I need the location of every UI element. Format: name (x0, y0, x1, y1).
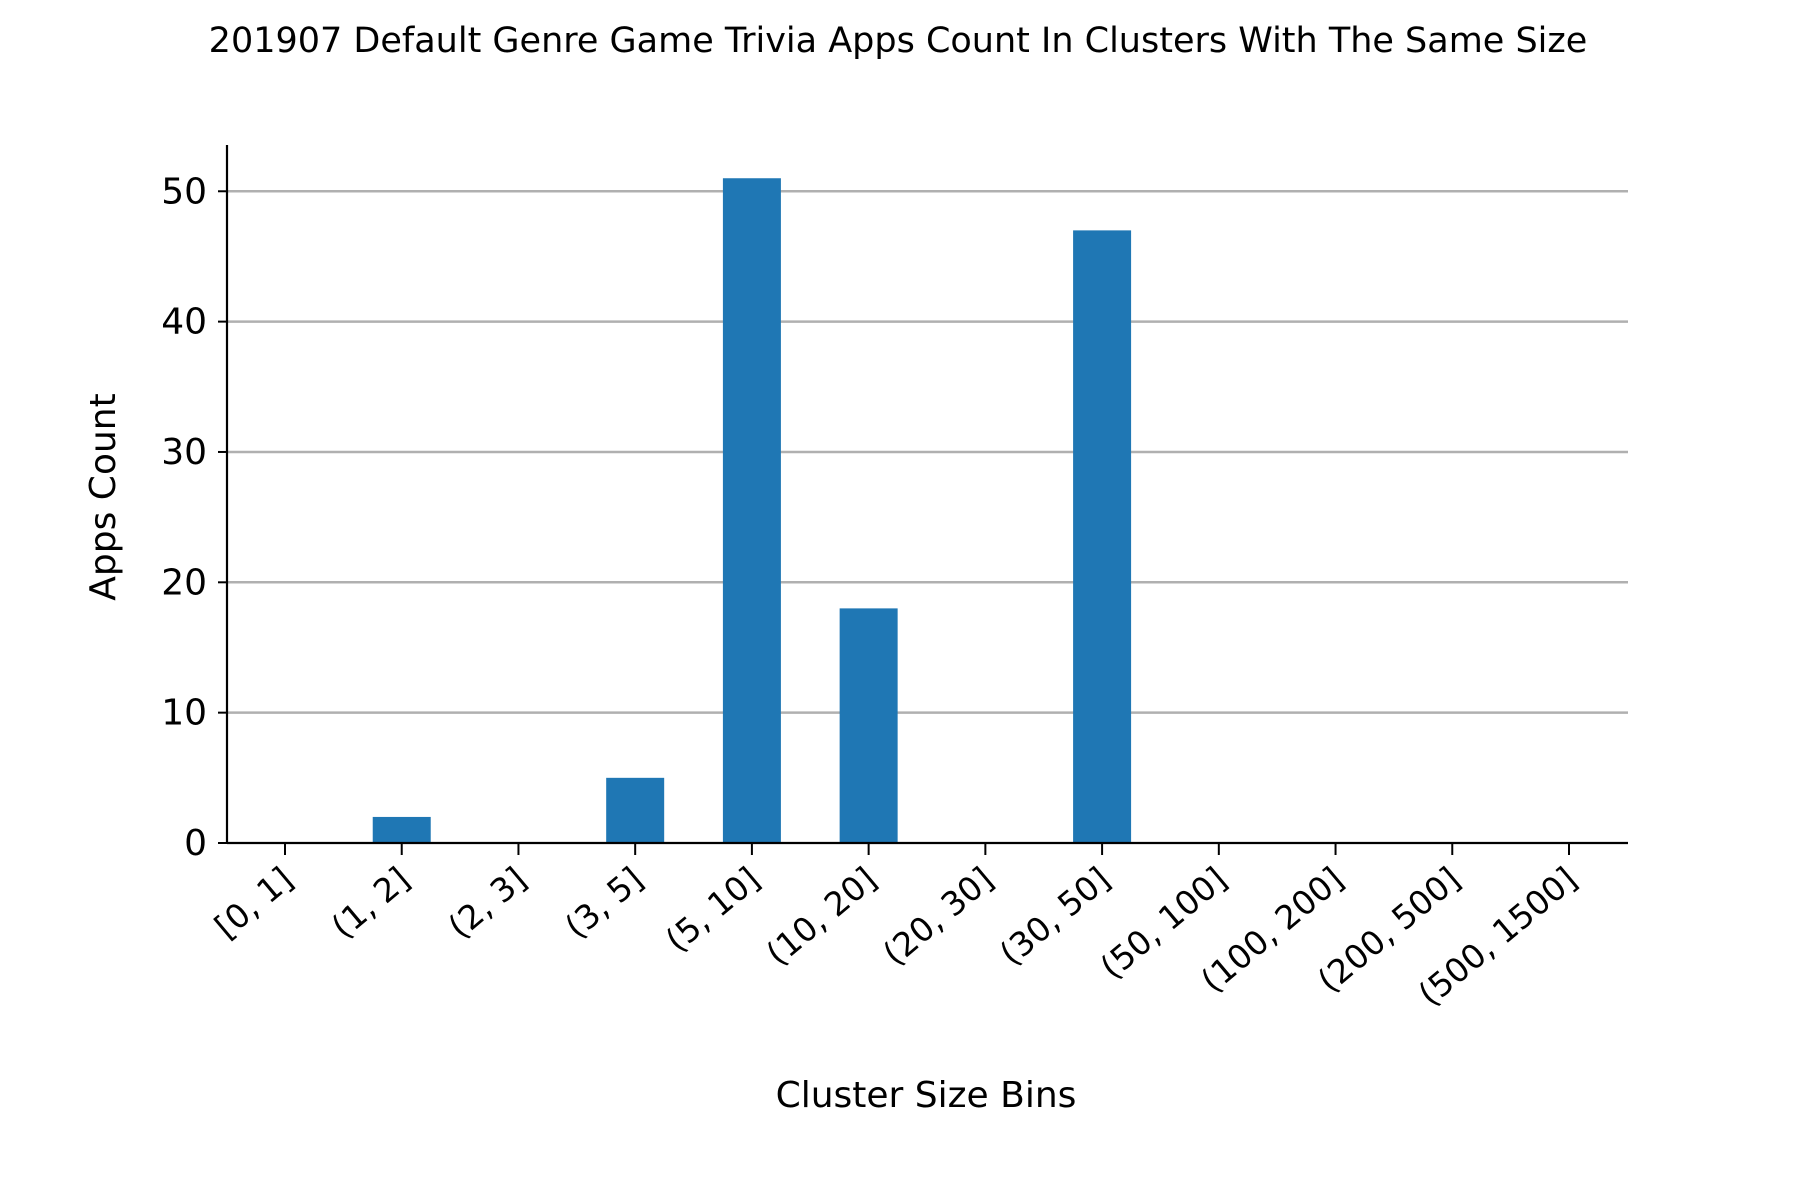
y-tick-label: 20 (161, 562, 207, 603)
bar (606, 777, 665, 843)
chart-title: 201907 Default Genre Game Trivia Apps Co… (209, 21, 1588, 61)
y-axis-label: Apps Count (83, 393, 124, 600)
x-tick-label: (3, 5] (557, 859, 650, 946)
x-tick-label: (1, 2] (324, 859, 417, 946)
y-tick-label: 50 (161, 171, 207, 212)
y-tick-label: 10 (161, 693, 207, 734)
x-tick-label: (10, 20] (759, 859, 884, 973)
x-tick-label: [0, 1] (207, 859, 300, 946)
x-tick-label: (2, 3] (441, 859, 534, 946)
x-ticks: [0, 1] (1, 2] (2, 3] (3, 5] (5, 10](10, 20](… (207, 843, 1584, 1014)
bar (839, 608, 898, 843)
x-axis-label: Cluster Size Bins (776, 1075, 1077, 1116)
y-tick-label: 40 (161, 302, 207, 343)
y-tick-label: 0 (184, 823, 207, 864)
bar (372, 816, 431, 843)
x-tick-label: (20, 30] (875, 859, 1000, 973)
x-tick-label: (5, 10] (658, 859, 767, 959)
bar (722, 178, 781, 843)
bar (1073, 230, 1132, 843)
gridlines (227, 190, 1628, 714)
y-tick-label: 30 (161, 432, 207, 473)
bars (372, 178, 1132, 843)
axes (225, 145, 1628, 845)
y-ticks: 0 10 20 30 40 50 (161, 171, 227, 864)
